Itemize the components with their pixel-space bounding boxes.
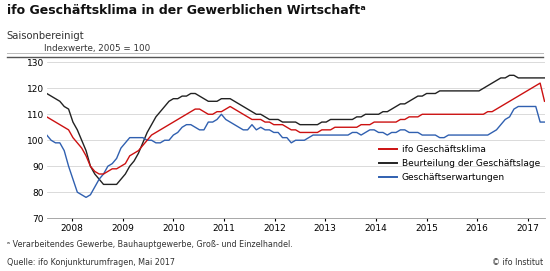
Text: © ifo Institut: © ifo Institut xyxy=(492,258,543,267)
Legend: ifo Geschäftsklima, Beurteilung der Geschäftslage, Geschäftserwartungen: ifo Geschäftsklima, Beurteilung der Gesc… xyxy=(379,145,540,182)
Text: ifo Geschäftsklima in der Gewerblichen Wirtschaftᵃ: ifo Geschäftsklima in der Gewerblichen W… xyxy=(7,4,366,17)
Text: Quelle: ifo Konjunkturumfragen, Mai 2017: Quelle: ifo Konjunkturumfragen, Mai 2017 xyxy=(7,258,174,267)
Text: Saisonbereinigt: Saisonbereinigt xyxy=(7,31,84,41)
Text: ᵃ Verarbeitendes Gewerbe, Bauhauptgewerbe, Groß- und Einzelhandel.: ᵃ Verarbeitendes Gewerbe, Bauhauptgewerb… xyxy=(7,240,293,249)
Text: Indexwerte, 2005 = 100: Indexwerte, 2005 = 100 xyxy=(44,44,151,53)
